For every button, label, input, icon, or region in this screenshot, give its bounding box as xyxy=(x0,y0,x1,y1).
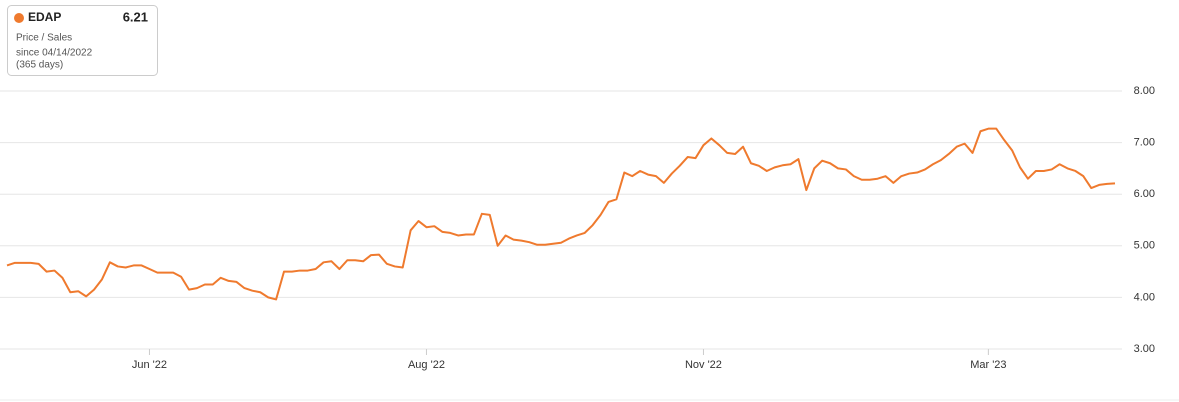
legend-frame xyxy=(7,5,158,76)
x-tick-label: Jun '22 xyxy=(132,359,167,371)
legend-value: 6.21 xyxy=(123,9,148,24)
y-tick-label: 7.00 xyxy=(1134,137,1155,149)
y-tick-label: 4.00 xyxy=(1134,291,1155,303)
y-tick-label: 3.00 xyxy=(1134,343,1155,355)
legend-marker xyxy=(14,13,24,23)
price-sales-line xyxy=(6,127,1116,301)
x-tick-label: Nov '22 xyxy=(685,359,722,371)
legend-box: EDAP 6.21 Price / Sales since 04/14/2022… xyxy=(7,5,158,76)
y-tick-label: 8.00 xyxy=(1134,85,1155,97)
legend-metric: Price / Sales xyxy=(16,33,72,44)
legend-days: (365 days) xyxy=(16,60,63,71)
x-tick-label: Mar '23 xyxy=(970,359,1006,371)
legend-period: since 04/14/2022 xyxy=(16,48,93,59)
x-tick-label: Aug '22 xyxy=(408,359,445,371)
y-tick-label: 6.00 xyxy=(1134,188,1155,200)
legend-name: EDAP xyxy=(28,10,61,24)
y-tick-label: 5.00 xyxy=(1134,240,1155,252)
